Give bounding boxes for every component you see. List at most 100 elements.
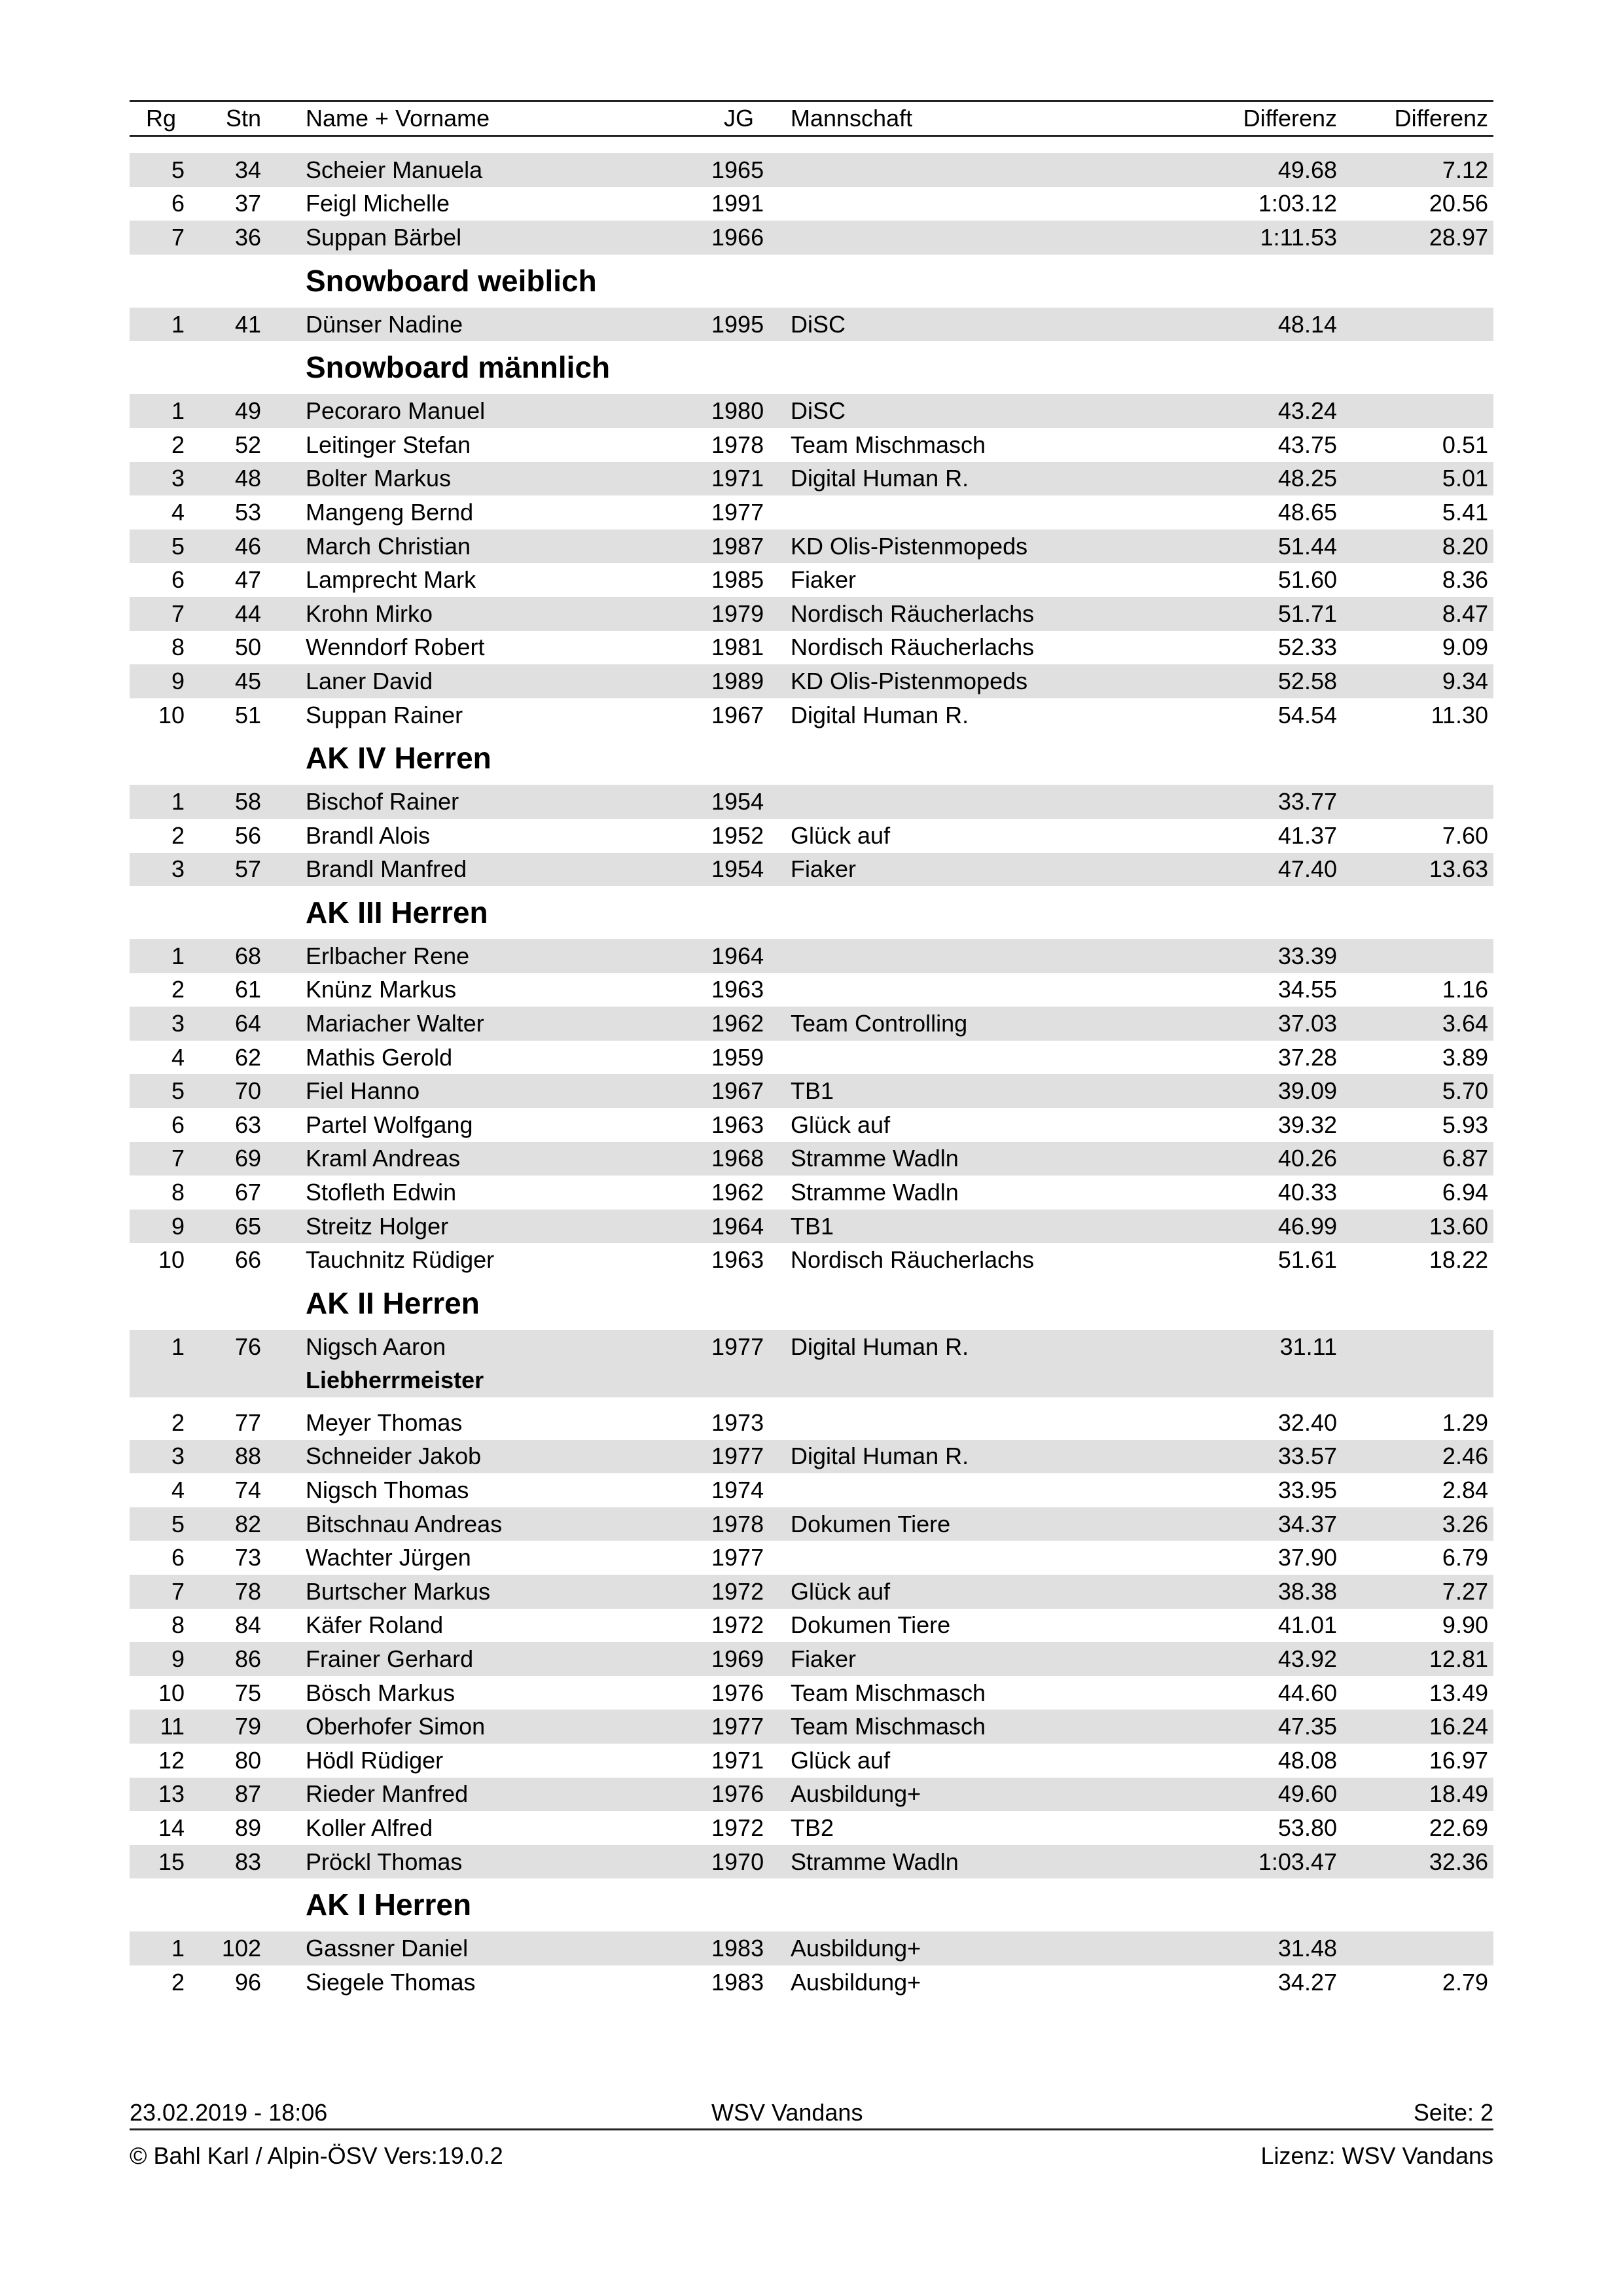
section-title: AK III Herren bbox=[306, 895, 488, 930]
start-number: 69 bbox=[234, 1145, 261, 1172]
name: Erlbacher Rene bbox=[306, 942, 470, 969]
difference-2: 5.93 bbox=[1442, 1111, 1488, 1138]
birth-year: 1964 bbox=[711, 942, 764, 969]
difference-2: 3.89 bbox=[1442, 1043, 1488, 1071]
name: Tauchnitz Rüdiger bbox=[306, 1246, 495, 1274]
difference-2: 0.51 bbox=[1442, 431, 1488, 458]
difference-1: 31.11 bbox=[1279, 1333, 1337, 1360]
birth-year: 1963 bbox=[711, 1246, 764, 1274]
rank: 7 bbox=[171, 600, 185, 627]
name: Bitschnau Andreas bbox=[306, 1510, 503, 1537]
start-number: 34 bbox=[234, 156, 261, 183]
team: DiSC bbox=[791, 310, 846, 338]
section-title: AK IV Herren bbox=[306, 741, 491, 776]
difference-2: 5.41 bbox=[1442, 498, 1488, 526]
table-row: 5 82 Bitschnau Andreas 1978 Dokumen Tiere 34.… bbox=[130, 1507, 1493, 1541]
table-row: 7 69 Kraml Andreas 1968 Stramme Wadln 40.26 6.… bbox=[130, 1141, 1493, 1176]
table-row: 3 48 Bolter Markus 1971 Digital Human R. 48.2… bbox=[130, 461, 1493, 496]
name: Bolter Markus bbox=[306, 465, 452, 492]
difference-2: 2.46 bbox=[1442, 1443, 1488, 1470]
team: Digital Human R. bbox=[791, 1443, 969, 1470]
table-row: 10 66 Tauchnitz Rüdiger 1963 Nordisch Räuche… bbox=[130, 1243, 1493, 1277]
birth-year: 1963 bbox=[711, 1111, 764, 1138]
rank: 7 bbox=[171, 1577, 185, 1605]
difference-1: 41.37 bbox=[1277, 821, 1337, 849]
difference-2: 18.49 bbox=[1429, 1780, 1488, 1808]
start-number: 65 bbox=[234, 1212, 261, 1240]
difference-2: 12.81 bbox=[1429, 1645, 1488, 1672]
rank: 7 bbox=[171, 223, 185, 251]
rank: 3 bbox=[171, 465, 185, 492]
table-row: 5 70 Fiel Hanno 1967 TB1 39.09 5.70 bbox=[130, 1074, 1493, 1109]
name: Dünser Nadine bbox=[306, 310, 463, 338]
difference-2: 16.97 bbox=[1429, 1746, 1488, 1774]
name: Partel Wolfgang bbox=[306, 1111, 473, 1138]
table-row: 1 102 Gassner Daniel 1983 Ausbildung+ 31.48 bbox=[130, 1931, 1493, 1965]
team: Dokumen Tiere bbox=[791, 1510, 951, 1537]
birth-year: 1995 bbox=[711, 310, 764, 338]
difference-2: 5.70 bbox=[1442, 1077, 1488, 1105]
rank: 9 bbox=[171, 1645, 185, 1672]
name: Suppan Rainer bbox=[306, 701, 463, 728]
team: Fiaker bbox=[791, 1645, 857, 1672]
table-row: 7 78 Burtscher Markus 1972 Glück auf 38.38 7.2… bbox=[130, 1575, 1493, 1609]
rank: 7 bbox=[171, 1145, 185, 1172]
name: Feigl Michelle bbox=[306, 190, 450, 217]
rank: 5 bbox=[171, 156, 185, 183]
birth-year: 1977 bbox=[711, 1544, 764, 1571]
birth-year: 1979 bbox=[711, 600, 764, 627]
rank: 1 bbox=[171, 942, 185, 969]
footer-club: WSV Vandans bbox=[711, 2099, 863, 2126]
rank: 6 bbox=[171, 1544, 185, 1571]
team: Team Mischmasch bbox=[791, 431, 986, 458]
team: Nordisch Räucherlachs bbox=[791, 1246, 1035, 1274]
footer-divider bbox=[130, 2128, 1493, 2130]
difference-2: 6.94 bbox=[1442, 1179, 1488, 1206]
table-row: 4 74 Nigsch Thomas 1974 33.95 2.84 bbox=[130, 1473, 1493, 1507]
birth-year: 1972 bbox=[711, 1814, 764, 1841]
start-number: 68 bbox=[234, 942, 261, 969]
start-number: 61 bbox=[234, 976, 261, 1003]
start-number: 49 bbox=[234, 397, 261, 425]
table-row: 6 73 Wachter Jürgen 1977 37.90 6.79 bbox=[130, 1541, 1493, 1575]
rank: 12 bbox=[158, 1746, 185, 1774]
start-number: 53 bbox=[234, 498, 261, 526]
table-row: 1 41 Dünser Nadine 1995 DiSC 48.14 bbox=[130, 307, 1493, 342]
start-number: 102 bbox=[221, 1935, 261, 1962]
birth-year: 1977 bbox=[711, 1713, 764, 1740]
rank: 5 bbox=[171, 532, 185, 560]
name: Krohn Mirko bbox=[306, 600, 433, 627]
rank: 1 bbox=[171, 788, 185, 816]
title-note: Liebherrmeister bbox=[306, 1367, 484, 1394]
difference-1: 46.99 bbox=[1277, 1212, 1337, 1240]
rank: 10 bbox=[158, 1246, 185, 1274]
birth-year: 1972 bbox=[711, 1611, 764, 1639]
difference-2: 3.26 bbox=[1442, 1510, 1488, 1537]
birth-year: 1963 bbox=[711, 976, 764, 1003]
table-body: 5 34 Scheier Manuela 1965 49.68 7.12 6 37 Feigl … bbox=[130, 153, 1493, 2000]
start-number: 74 bbox=[234, 1477, 261, 1504]
team: Stramme Wadln bbox=[791, 1179, 959, 1206]
difference-1: 48.08 bbox=[1277, 1746, 1337, 1774]
birth-year: 1980 bbox=[711, 397, 764, 425]
rank: 8 bbox=[171, 1611, 185, 1639]
difference-2: 32.36 bbox=[1429, 1848, 1488, 1875]
name: Fiel Hanno bbox=[306, 1077, 420, 1105]
start-number: 56 bbox=[234, 821, 261, 849]
difference-1: 1:11.53 bbox=[1260, 223, 1337, 251]
difference-1: 37.03 bbox=[1277, 1010, 1337, 1037]
team: Stramme Wadln bbox=[791, 1145, 959, 1172]
difference-2: 7.12 bbox=[1442, 156, 1488, 183]
name: Pröckl Thomas bbox=[306, 1848, 463, 1875]
difference-2: 6.79 bbox=[1442, 1544, 1488, 1571]
birth-year: 1954 bbox=[711, 855, 764, 883]
team: Dokumen Tiere bbox=[791, 1611, 951, 1639]
difference-1: 40.33 bbox=[1277, 1179, 1337, 1206]
difference-1: 51.71 bbox=[1277, 600, 1337, 627]
start-number: 77 bbox=[234, 1408, 261, 1436]
name: Burtscher Markus bbox=[306, 1577, 491, 1605]
table-row: 2 77 Meyer Thomas 1973 32.40 1.29 bbox=[130, 1406, 1493, 1440]
header-difference-1: Differenz bbox=[1243, 105, 1337, 132]
rank: 4 bbox=[171, 1477, 185, 1504]
table-row: 4 53 Mangeng Bernd 1977 48.65 5.41 bbox=[130, 495, 1493, 529]
